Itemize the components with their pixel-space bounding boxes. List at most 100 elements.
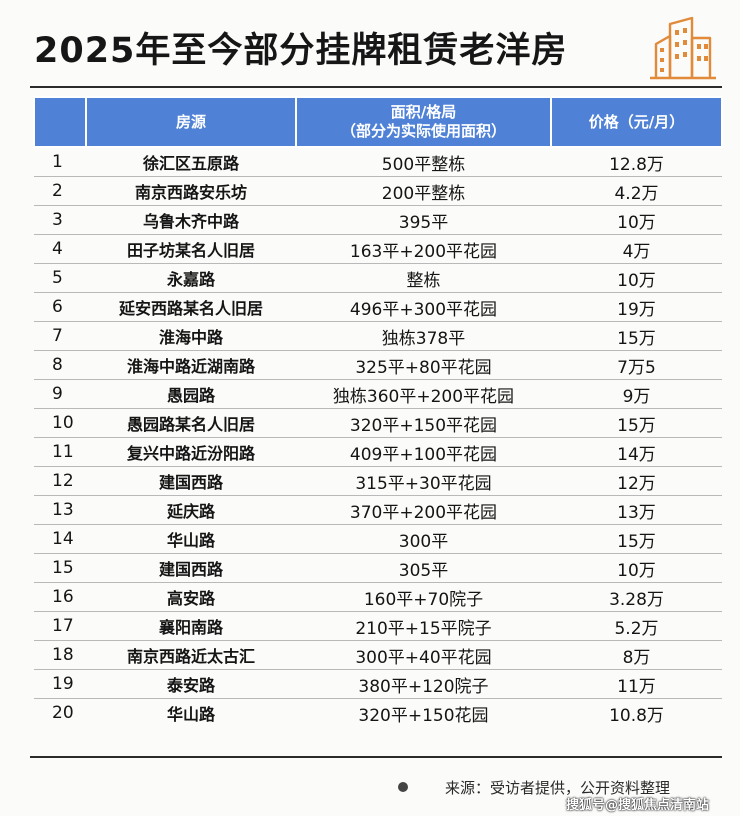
row-index: 14 bbox=[34, 524, 86, 554]
table-row: 18 南京西路近太古汇 300平+40平花园 8万 bbox=[34, 640, 722, 670]
bullet-dot bbox=[398, 782, 408, 792]
row-index: 8 bbox=[34, 350, 86, 380]
row-source: 南京西路安乐坊 bbox=[86, 176, 296, 206]
row-index: 19 bbox=[34, 669, 86, 699]
row-price: 14万 bbox=[551, 437, 722, 467]
table-row: 4 田子坊某名人旧居 163平+200平花园 4万 bbox=[34, 234, 722, 264]
row-source: 襄阳南路 bbox=[86, 611, 296, 641]
row-area: 独栋378平 bbox=[296, 321, 551, 351]
row-area: 整栋 bbox=[296, 263, 551, 293]
row-price: 3.28万 bbox=[551, 582, 722, 612]
table-header-row: 房源 面积/格局 （部分为实际使用面积） 价格（元/月） bbox=[33, 96, 723, 148]
row-source: 淮海中路近湖南路 bbox=[86, 350, 296, 380]
table-row: 1 徐汇区五原路 500平整栋 12.8万 bbox=[34, 147, 722, 177]
table-row: 3 乌鲁木齐中路 395平 10万 bbox=[34, 205, 722, 235]
table-row: 8 淮海中路近湖南路 325平+80平花园 7万5 bbox=[34, 350, 722, 380]
table-row: 7 淮海中路 独栋378平 15万 bbox=[34, 321, 722, 351]
row-price: 4.2万 bbox=[551, 176, 722, 206]
row-area: 300平+40平花园 bbox=[296, 640, 551, 670]
row-price: 9万 bbox=[551, 379, 722, 409]
row-area: 370平+200平花园 bbox=[296, 495, 551, 525]
row-source: 田子坊某名人旧居 bbox=[86, 234, 296, 264]
row-source: 永嘉路 bbox=[86, 263, 296, 293]
table-row: 6 延安西路某名人旧居 496平+300平花园 19万 bbox=[34, 292, 722, 322]
row-area: 独栋360平+200平花园 bbox=[296, 379, 551, 409]
table-row: 10 愚园路某名人旧居 320平+150平花园 15万 bbox=[34, 408, 722, 438]
row-area: 200平整栋 bbox=[296, 176, 551, 206]
row-source: 徐汇区五原路 bbox=[86, 147, 296, 177]
row-price: 15万 bbox=[551, 524, 722, 554]
watermark: 搜狐号@搜狐焦点清南站 bbox=[566, 798, 710, 813]
table-row: 19 泰安路 380平+120院子 11万 bbox=[34, 669, 722, 699]
rental-table: 房源 面积/格局 （部分为实际使用面积） 价格（元/月） 1 徐汇区五原路 500平… bbox=[33, 96, 723, 727]
table-row: 20 华山路 320平+150花园 10.8万 bbox=[34, 699, 722, 728]
row-source: 乌鲁木齐中路 bbox=[86, 205, 296, 235]
row-area: 320平+150花园 bbox=[358, 705, 489, 726]
table-row: 13 延庆路 370平+200平花园 13万 bbox=[34, 495, 722, 525]
row-area: 305平 bbox=[296, 553, 551, 583]
row-price: 7万5 bbox=[551, 350, 722, 380]
table-row: 12 建国西路 315平+30平花园 12万 bbox=[34, 466, 722, 496]
row-source: 愚园路某名人旧居 bbox=[86, 408, 296, 438]
table-row: 14 华山路 300平 15万 bbox=[34, 524, 722, 554]
row-index: 20 bbox=[52, 703, 74, 723]
row-index: 11 bbox=[34, 437, 86, 467]
row-index: 7 bbox=[34, 321, 86, 351]
row-source: 愚园路 bbox=[86, 379, 296, 409]
row-price: 15万 bbox=[551, 408, 722, 438]
row-price: 10万 bbox=[551, 205, 722, 235]
row-index: 9 bbox=[34, 379, 86, 409]
row-index: 10 bbox=[34, 408, 86, 438]
row-index: 17 bbox=[34, 611, 86, 641]
row-price: 8万 bbox=[551, 640, 722, 670]
row-index: 12 bbox=[34, 466, 86, 496]
row-area: 325平+80平花园 bbox=[296, 350, 551, 380]
header-area-line2: （部分为实际使用面积） bbox=[340, 122, 506, 140]
row-source: 高安路 bbox=[86, 582, 296, 612]
row-price: 13万 bbox=[551, 495, 722, 525]
row-price: 19万 bbox=[551, 292, 722, 322]
row-index: 4 bbox=[34, 234, 86, 264]
header-price: 价格（元/月） bbox=[550, 96, 723, 148]
row-price: 15万 bbox=[551, 321, 722, 351]
row-area: 300平 bbox=[296, 524, 551, 554]
row-area: 163平+200平花园 bbox=[296, 234, 551, 264]
row-price: 5.2万 bbox=[551, 611, 722, 641]
row-price: 4万 bbox=[551, 234, 722, 264]
row-index: 5 bbox=[34, 263, 86, 293]
row-price: 11万 bbox=[551, 669, 722, 699]
header-source: 房源 bbox=[85, 96, 297, 148]
row-source: 延安西路某名人旧居 bbox=[86, 292, 296, 322]
table-row: 15 建国西路 305平 10万 bbox=[34, 553, 722, 583]
row-source: 建国西路 bbox=[86, 466, 296, 496]
header-area-line1: 面积/格局 bbox=[390, 103, 457, 121]
row-index: 6 bbox=[34, 292, 86, 322]
row-area: 315平+30平花园 bbox=[296, 466, 551, 496]
row-area: 500平整栋 bbox=[296, 147, 551, 177]
row-source: 华山路 bbox=[86, 524, 296, 554]
page-title: 2025年至今部分挂牌租赁老洋房 bbox=[34, 31, 568, 71]
row-price: 12.8万 bbox=[551, 147, 722, 177]
table-row: 2 南京西路安乐坊 200平整栋 4.2万 bbox=[34, 176, 722, 206]
row-area: 210平+15平院子 bbox=[296, 611, 551, 641]
row-price: 12万 bbox=[551, 466, 722, 496]
row-index: 18 bbox=[34, 640, 86, 670]
row-area: 395平 bbox=[296, 205, 551, 235]
row-index: 16 bbox=[34, 582, 86, 612]
row-area: 409平+100平花园 bbox=[296, 437, 551, 467]
header-area: 面积/格局 （部分为实际使用面积） bbox=[295, 96, 552, 148]
row-index: 2 bbox=[34, 176, 86, 206]
row-price: 10.8万 bbox=[609, 705, 664, 726]
row-index: 15 bbox=[34, 553, 86, 583]
row-area: 160平+70院子 bbox=[296, 582, 551, 612]
row-price: 10万 bbox=[551, 263, 722, 293]
row-source: 复兴中路近汾阳路 bbox=[86, 437, 296, 467]
row-source: 泰安路 bbox=[86, 669, 296, 699]
building-icon bbox=[650, 16, 716, 80]
row-index: 3 bbox=[34, 205, 86, 235]
row-price: 10万 bbox=[551, 553, 722, 583]
row-source: 淮海中路 bbox=[86, 321, 296, 351]
header-index bbox=[33, 96, 87, 148]
row-index: 13 bbox=[34, 495, 86, 525]
row-area: 380平+120院子 bbox=[296, 669, 551, 699]
